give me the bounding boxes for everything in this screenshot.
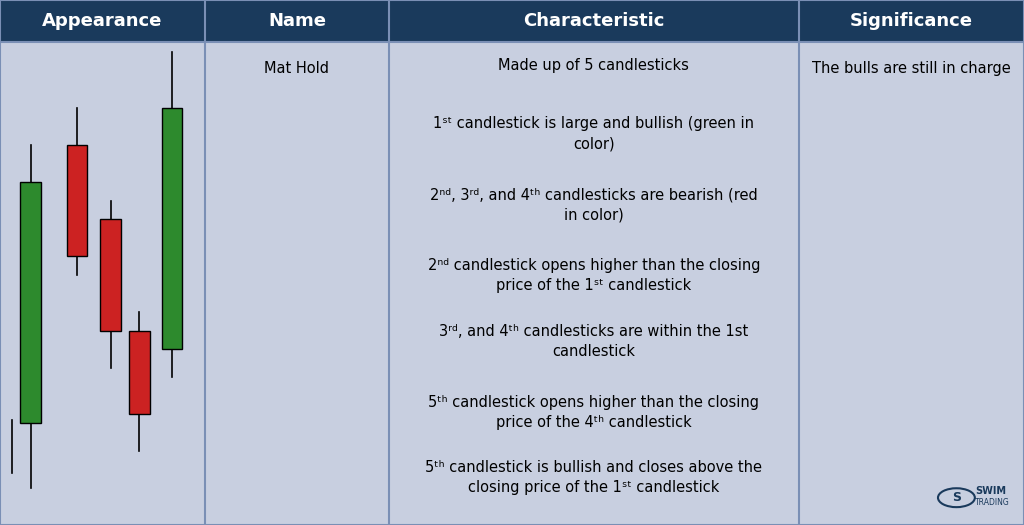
Text: 3ʳᵈ, and 4ᵗʰ candlesticks are within the 1st
candlestick: 3ʳᵈ, and 4ᵗʰ candlesticks are within the… <box>439 324 749 359</box>
Bar <box>0 0 1024 42</box>
Text: Characteristic: Characteristic <box>523 12 665 30</box>
Text: Appearance: Appearance <box>42 12 163 30</box>
Text: The bulls are still in charge: The bulls are still in charge <box>812 61 1011 76</box>
Bar <box>100 219 121 331</box>
Text: SWIM: SWIM <box>975 486 1006 497</box>
Text: Made up of 5 candlesticks: Made up of 5 candlesticks <box>499 58 689 73</box>
Text: Name: Name <box>268 12 326 30</box>
Text: Significance: Significance <box>850 12 973 30</box>
Text: 2ⁿᵈ candlestick opens higher than the closing
price of the 1ˢᵗ candlestick: 2ⁿᵈ candlestick opens higher than the cl… <box>428 258 760 293</box>
Text: S: S <box>952 491 961 504</box>
Bar <box>129 331 150 414</box>
Text: 1ˢᵗ candlestick is large and bullish (green in
color): 1ˢᵗ candlestick is large and bullish (gr… <box>433 117 755 151</box>
Text: Mat Hold: Mat Hold <box>264 61 330 76</box>
Bar <box>20 182 41 423</box>
Text: 2ⁿᵈ, 3ʳᵈ, and 4ᵗʰ candlesticks are bearish (red
in color): 2ⁿᵈ, 3ʳᵈ, and 4ᵗʰ candlesticks are beari… <box>430 187 758 222</box>
Bar <box>162 108 182 349</box>
Bar <box>67 145 87 257</box>
Text: 5ᵗʰ candlestick is bullish and closes above the
closing price of the 1ˢᵗ candles: 5ᵗʰ candlestick is bullish and closes ab… <box>425 460 763 495</box>
Text: TRADING: TRADING <box>975 498 1010 508</box>
Text: 5ᵗʰ candlestick opens higher than the closing
price of the 4ᵗʰ candlestick: 5ᵗʰ candlestick opens higher than the cl… <box>428 395 760 429</box>
